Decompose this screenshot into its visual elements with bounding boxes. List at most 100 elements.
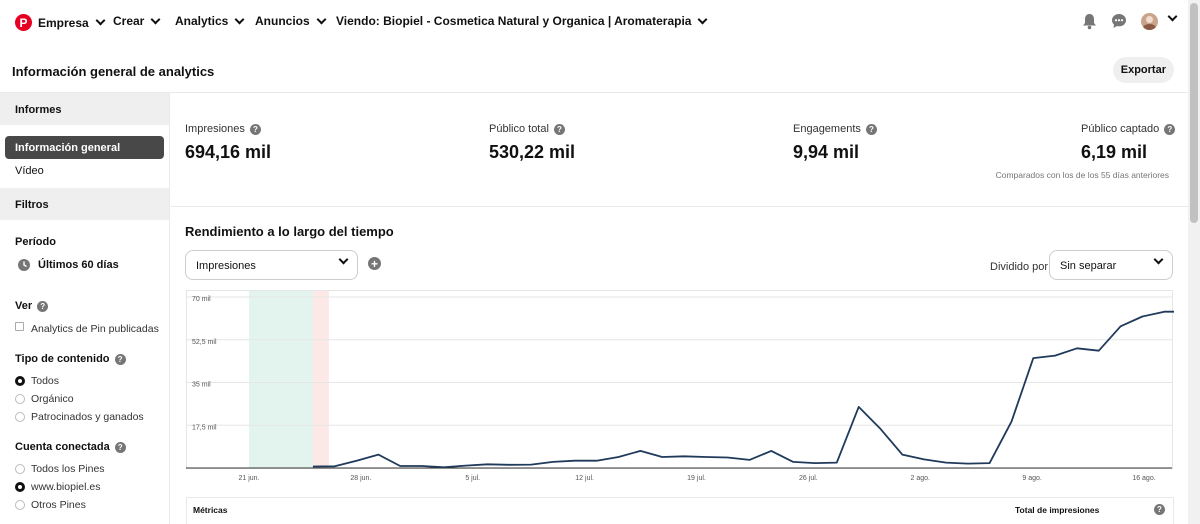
pin-analytics-checkbox-row[interactable]: Analytics de Pin publicadas <box>0 321 169 335</box>
cuenta-conectada-label: Cuenta conectada ? <box>0 441 169 453</box>
y-tick-label: 17,5 mil <box>192 424 217 431</box>
radio-selected[interactable] <box>15 376 25 386</box>
help-icon[interactable]: ? <box>114 441 126 453</box>
radio-unselected[interactable] <box>15 394 25 404</box>
chevron-down-icon <box>316 14 327 24</box>
radio-label: Todos los Pines <box>31 463 105 475</box>
radio-unselected[interactable] <box>15 412 25 422</box>
viewing-account-label: Viendo: Biopiel - Cosmetica Natural y Or… <box>336 14 692 28</box>
export-button[interactable]: Exportar <box>1112 57 1174 83</box>
main-content: Impresiones? 694,16 mil Público total? 5… <box>171 93 1188 524</box>
chevron-down-icon <box>338 254 349 265</box>
y-tick-label: 52,5 mil <box>192 339 217 346</box>
metrics-table-header: Métricas Total de impresiones ? <box>186 497 1174 524</box>
analytics-menu[interactable]: Analytics <box>175 14 245 28</box>
x-tick-label: 16 ago. <box>1132 475 1155 482</box>
period-value: Últimos 60 días <box>38 259 119 271</box>
red-band <box>312 291 329 468</box>
empresa-label: Empresa <box>38 15 89 30</box>
radio-biopiel[interactable]: www.biopiel.es <box>0 481 169 493</box>
metric-label: Público total <box>489 123 549 135</box>
col-metricas: Métricas <box>193 505 228 515</box>
radio-patrocinados[interactable]: Patrocinados y ganados <box>0 411 169 423</box>
radio-selected[interactable] <box>15 482 25 492</box>
pinterest-logo-icon: P <box>15 14 32 31</box>
radio-todos-pines[interactable]: Todos los Pines <box>0 463 169 475</box>
help-icon[interactable]: ? <box>865 123 877 135</box>
metric-value: 530,22 mil <box>489 142 576 162</box>
metric-publico-total: Público total? 530,22 mil <box>489 123 575 163</box>
help-icon[interactable]: ? <box>114 353 126 365</box>
help-icon[interactable]: ? <box>37 300 49 312</box>
divided-by-label: Dividido por <box>990 261 1049 273</box>
chevron-down-icon <box>150 14 161 24</box>
scrollbar-thumb[interactable] <box>1190 3 1198 223</box>
section-divider <box>171 206 1188 207</box>
radio-label: Orgánico <box>31 393 74 405</box>
radio-label: Otros Pines <box>31 499 86 511</box>
sidebar-item-video[interactable]: Vídeo <box>15 165 44 177</box>
x-tick-label: 19 jul. <box>687 475 706 482</box>
split-select[interactable]: Sin separar <box>1049 250 1173 280</box>
impressions-chart: 70 mil 52,5 mil 35 mil 17,5 mil 21 jun. 28 ju… <box>186 290 1174 482</box>
help-icon[interactable]: ? <box>1154 504 1165 515</box>
metric-value: 6,19 mil <box>1081 142 1148 162</box>
chevron-down-icon <box>95 15 106 26</box>
chevron-down-icon <box>698 14 708 24</box>
metric-publico-captado: Público captado? 6,19 mil <box>1081 123 1176 163</box>
x-tick-label: 2 ago. <box>911 475 931 482</box>
sidebar-section-informes: Informes <box>0 93 169 125</box>
radio-label: www.biopiel.es <box>31 481 101 493</box>
help-icon[interactable]: ? <box>249 123 261 135</box>
radio-todos[interactable]: Todos <box>0 375 169 387</box>
x-tick-label: 28 jun. <box>350 475 371 482</box>
comparison-note: Comparados con los de los 55 días anteri… <box>995 170 1169 180</box>
chevron-down-icon <box>1153 254 1164 265</box>
empresa-menu[interactable]: P Empresa <box>15 14 106 31</box>
metric-label: Engagements <box>793 123 861 135</box>
tipo-contenido-label: Tipo de contenido ? <box>0 353 169 365</box>
pin-analytics-checkbox[interactable] <box>15 321 24 331</box>
analytics-label: Analytics <box>175 14 229 28</box>
sidebar-item-informacion-general[interactable]: Información general <box>5 136 164 159</box>
metric-impresiones: Impresiones? 694,16 mil <box>185 123 271 163</box>
metric-engagements: Engagements? 9,94 mil <box>793 123 877 163</box>
metric-label: Público captado <box>1081 123 1160 135</box>
tipo-contenido-label-text: Tipo de contenido <box>15 353 110 365</box>
periodo-label: Período <box>0 236 169 248</box>
viewing-account-menu[interactable]: Viendo: Biopiel - Cosmetica Natural y Or… <box>336 14 708 28</box>
period-selector[interactable]: Últimos 60 días <box>0 259 169 271</box>
radio-unselected[interactable] <box>15 500 25 510</box>
messages-icon[interactable] <box>1111 13 1127 29</box>
ver-label: Ver ? <box>0 300 169 312</box>
crear-menu[interactable]: Crear <box>113 14 161 28</box>
pin-analytics-checkbox-label: Analytics de Pin publicadas <box>31 323 159 335</box>
plot-frame <box>186 290 1173 469</box>
sidebar: Informes Información general Vídeo Filtr… <box>0 93 170 524</box>
avatar[interactable] <box>1141 13 1158 30</box>
anuncios-menu[interactable]: Anuncios <box>255 14 327 28</box>
periodo-label-text: Período <box>15 236 56 248</box>
radio-organico[interactable]: Orgánico <box>0 393 169 405</box>
col-total-impresiones: Total de impresiones <box>1015 505 1100 515</box>
add-metric-icon[interactable]: + <box>368 257 381 270</box>
metric-value: 9,94 mil <box>793 142 860 162</box>
metric-select[interactable]: Impresiones <box>185 250 358 280</box>
bell-icon[interactable] <box>1082 13 1097 30</box>
series-line-impresiones <box>312 310 1174 469</box>
radio-unselected[interactable] <box>15 464 25 474</box>
sidebar-section-filtros: Filtros <box>0 188 169 220</box>
radio-label: Patrocinados y ganados <box>31 411 144 423</box>
metric-select-value: Impresiones <box>196 260 256 272</box>
page-scrollbar[interactable] <box>1188 0 1200 524</box>
radio-label: Todos <box>31 375 60 387</box>
help-icon[interactable]: ? <box>553 123 565 135</box>
account-chevron-down-icon[interactable] <box>1167 11 1178 22</box>
page-title: Información general de analytics <box>12 64 215 79</box>
radio-otros-pines[interactable]: Otros Pines <box>0 499 169 511</box>
crear-label: Crear <box>113 14 145 28</box>
top-navigation: P Empresa Crear Analytics Anuncios Viend… <box>0 0 1188 45</box>
x-tick-label: 5 jul. <box>465 475 480 482</box>
help-icon[interactable]: ? <box>1164 123 1176 135</box>
metric-label: Impresiones <box>185 123 245 135</box>
